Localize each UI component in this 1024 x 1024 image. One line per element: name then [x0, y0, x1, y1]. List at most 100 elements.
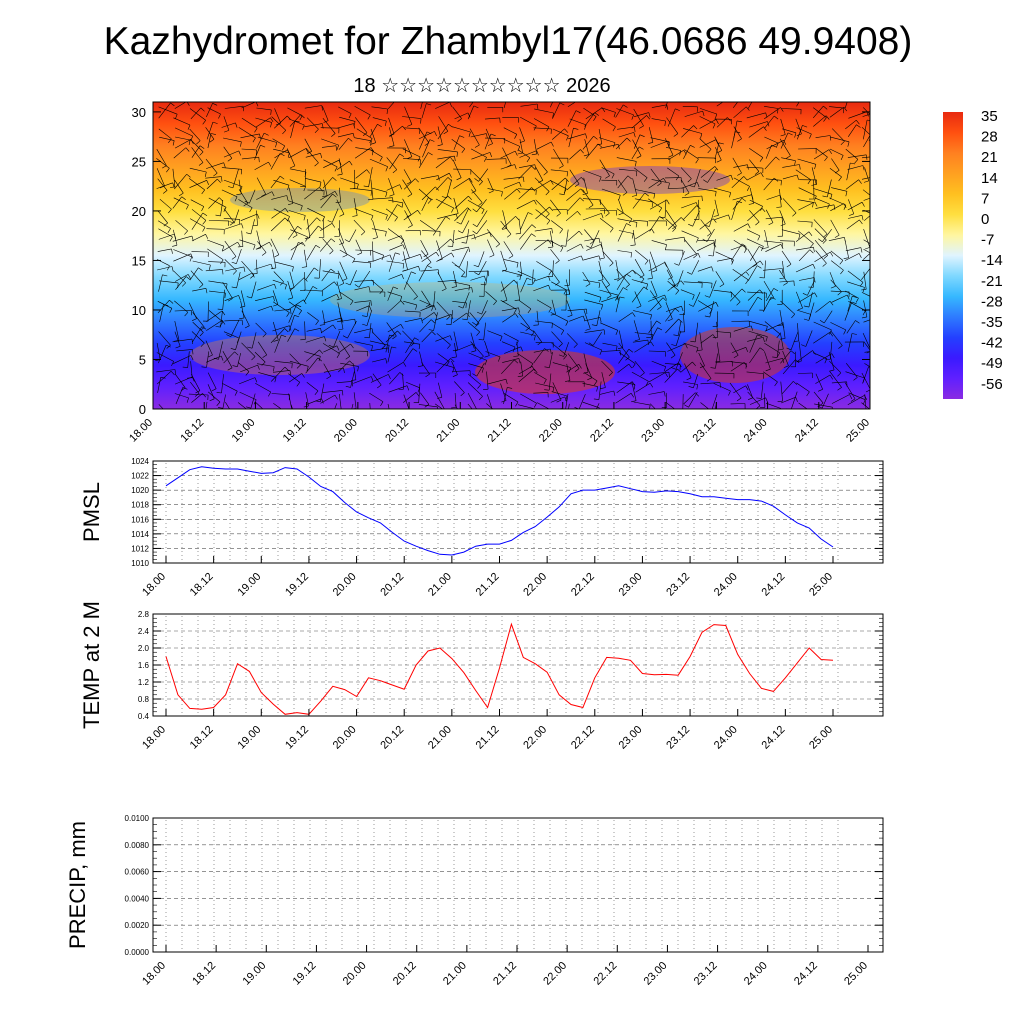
wind-barb-flag [585, 283, 591, 287]
wind-barb-flag [329, 250, 334, 255]
wind-barb-flag [783, 282, 788, 286]
wind-barb [599, 289, 619, 296]
wind-barb-flag [743, 176, 748, 181]
wind-barb-flag [487, 143, 493, 146]
wind-barb-flag [469, 178, 473, 183]
wind-barb-flag [875, 371, 878, 375]
wind-barb [189, 218, 206, 228]
wind-barb-flag [837, 387, 842, 391]
wind-barb-flag [861, 202, 865, 207]
wind-barb [370, 128, 376, 143]
wind-barb-flag [786, 263, 792, 268]
wind-barb [157, 377, 161, 393]
wind-barb-flag [536, 150, 539, 156]
wind-barb [254, 351, 266, 363]
wind-barb-flag [613, 390, 616, 396]
wind-barb [749, 188, 754, 204]
wind-barb-flag [501, 228, 507, 230]
wind-barb-flag [342, 335, 348, 339]
wind-barb-flag [438, 175, 440, 181]
wind-barb [434, 314, 452, 321]
wind-barb [698, 352, 705, 366]
wind-barb-flag [687, 178, 692, 183]
wind-barb-flag [168, 138, 172, 143]
wind-barb-flag [202, 227, 206, 232]
wind-barb [518, 218, 522, 234]
wind-barb-flag [385, 166, 388, 172]
wind-barb [617, 218, 638, 223]
wind-barb-flag [401, 202, 404, 208]
wind-barb [779, 309, 783, 325]
wind-barb-flag [478, 339, 484, 341]
wind-barb [366, 302, 371, 317]
wind-barb-flag [348, 113, 352, 119]
wind-barb [585, 363, 593, 378]
colorbar-label: -42 [981, 335, 1003, 352]
wind-barb-flag [618, 212, 624, 216]
wind-barb [582, 136, 594, 150]
wind-barb [501, 341, 516, 348]
wind-barb [240, 213, 258, 221]
wind-barb-flag [837, 291, 842, 296]
wind-barb-flag [298, 242, 304, 245]
wind-barb-flag [588, 342, 594, 346]
wind-barb [797, 372, 813, 374]
x-tick-label: 19.00 [230, 417, 258, 445]
wind-barb-flag [425, 373, 430, 378]
wind-barb-flag [202, 220, 207, 225]
wind-barb [372, 254, 391, 262]
wind-barb [600, 241, 605, 259]
wind-barb [192, 326, 203, 343]
y-tick-label: 0.0100 [125, 814, 150, 823]
wind-barb [174, 321, 180, 341]
wind-barb-flag [499, 117, 501, 123]
wind-barb-flag [843, 106, 848, 112]
wind-barb-flag [336, 298, 342, 301]
wind-barb [681, 125, 694, 138]
wind-barb [351, 403, 354, 409]
wind-barb [272, 249, 277, 268]
wind-barb-flag [689, 185, 695, 188]
wind-barb-flag [516, 275, 522, 277]
wind-barb-flag [812, 202, 814, 208]
wind-barb [502, 147, 512, 166]
wind-barb-flag [619, 296, 625, 299]
wind-barb [338, 360, 350, 373]
wind-barb-flag [234, 391, 238, 396]
wind-barb-flag [301, 242, 306, 247]
wind-barb [633, 320, 640, 340]
wind-barb-flag [583, 97, 586, 101]
wind-barb-flag [813, 195, 817, 201]
wind-barb [336, 199, 345, 215]
wind-barb [716, 258, 732, 262]
wind-barb [487, 330, 503, 337]
wind-barb-flag [664, 391, 666, 397]
wind-barb [829, 148, 844, 156]
colorbar-label: -14 [981, 252, 1003, 269]
wind-barb [534, 372, 547, 380]
wind-barb [273, 148, 290, 154]
wind-barb [208, 197, 220, 209]
wind-barb [157, 299, 170, 314]
wind-barb [520, 261, 523, 276]
wind-barb-flag [533, 278, 536, 284]
x-tick-label: 21.00 [434, 417, 462, 445]
x-tick-label: 18.00 [140, 724, 168, 752]
wind-barb-flag [296, 304, 302, 308]
wind-barb [158, 274, 163, 292]
wind-barb-flag [618, 144, 620, 150]
wind-barb [733, 223, 749, 232]
wind-barb-flag [476, 331, 480, 336]
wind-barb [765, 216, 783, 220]
wind-barb-flag [737, 138, 742, 142]
wind-barb-flag [690, 340, 696, 343]
wind-barb [233, 209, 240, 224]
wind-barb [698, 188, 717, 192]
wind-barb-flag [243, 266, 246, 272]
wind-barb [272, 325, 290, 332]
wind-barb [173, 229, 178, 246]
wind-barb-flag [472, 223, 478, 227]
wind-barb-flag [324, 336, 327, 342]
wind-barb [502, 269, 522, 276]
wind-barb [446, 179, 452, 198]
